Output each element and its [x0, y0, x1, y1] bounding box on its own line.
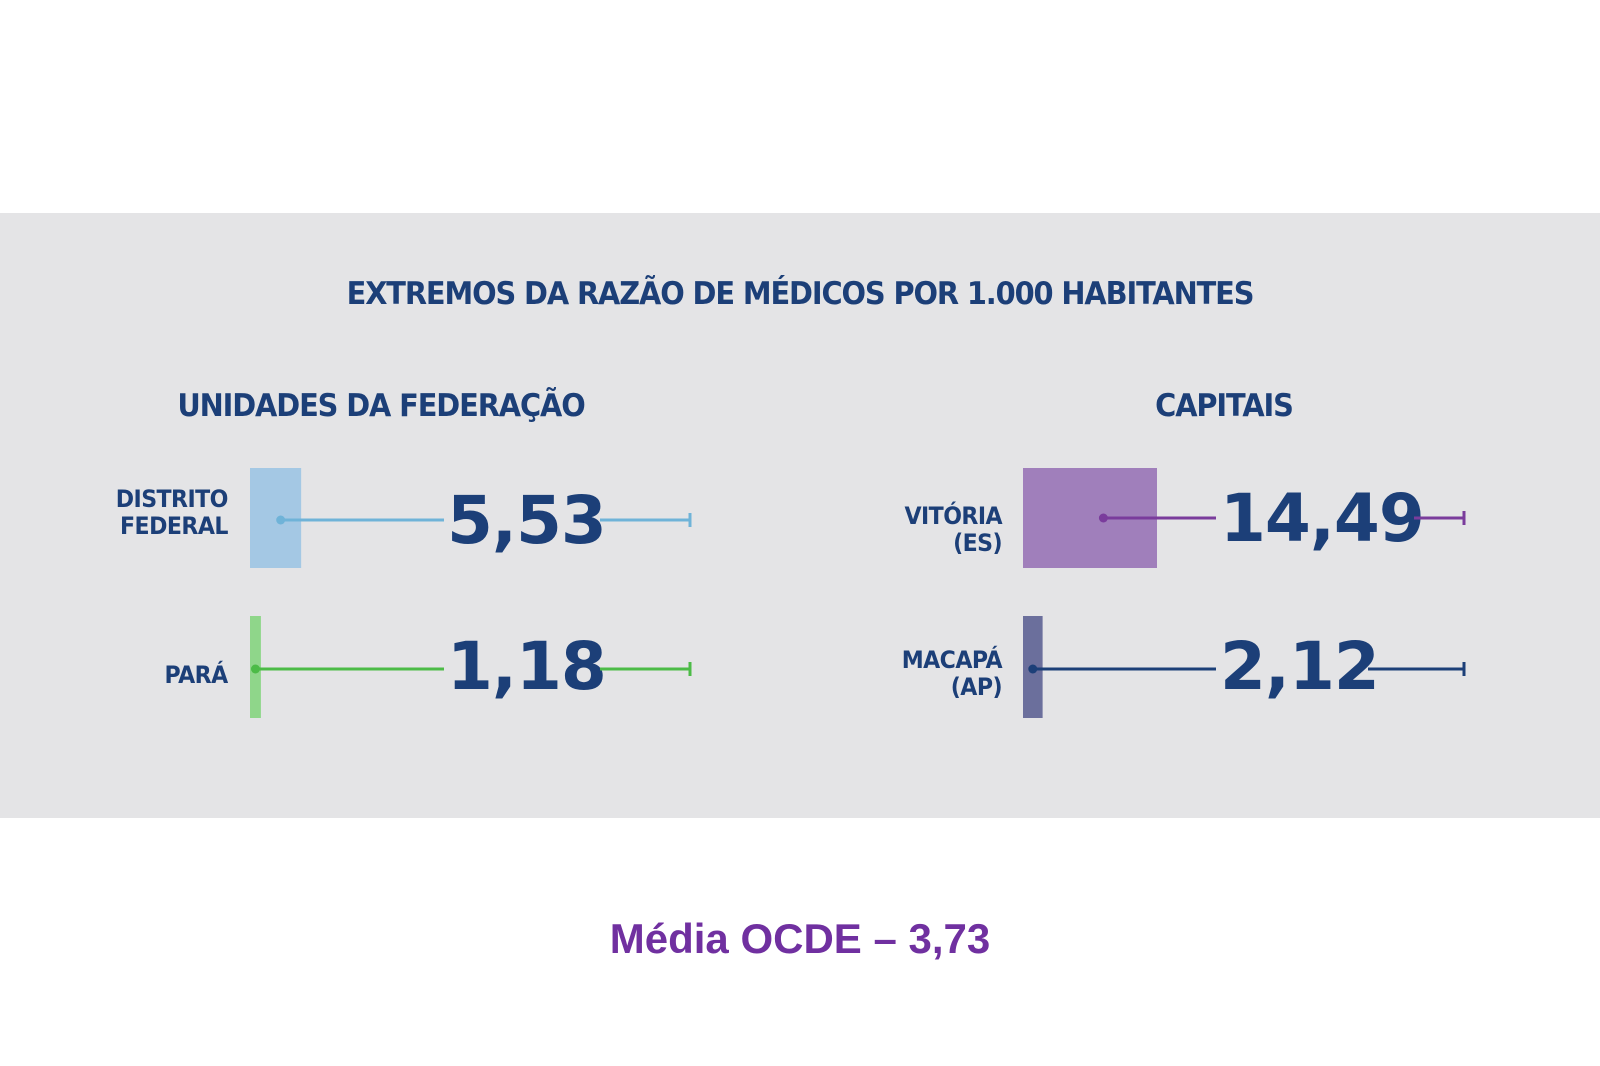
- section-heading-ufs: UNIDADES DA FEDERAÇÃO: [177, 388, 585, 424]
- row-label-para: PARÁ: [164, 661, 229, 689]
- row-label-distrito-federal: DISTRITO FEDERAL: [115, 485, 229, 540]
- row-label-vitoria: VITÓRIA (ES): [904, 502, 1002, 557]
- oecd-average-note: Média OCDE – 3,73: [609, 915, 991, 962]
- chart-title: EXTREMOS DA RAZÃO DE MÉDICOS POR 1.000 H…: [346, 276, 1255, 312]
- value-macapa: 2,12: [1220, 628, 1380, 705]
- value-distrito-federal: 5,53: [447, 482, 607, 559]
- value-para: 1,18: [447, 628, 607, 705]
- value-bar-0-0: [250, 468, 302, 568]
- row-label-macapa: MACAPÁ (AP): [901, 646, 1003, 701]
- section-heading-capitais: CAPITAIS: [1155, 388, 1294, 424]
- value-vitoria: 14,49: [1220, 480, 1425, 557]
